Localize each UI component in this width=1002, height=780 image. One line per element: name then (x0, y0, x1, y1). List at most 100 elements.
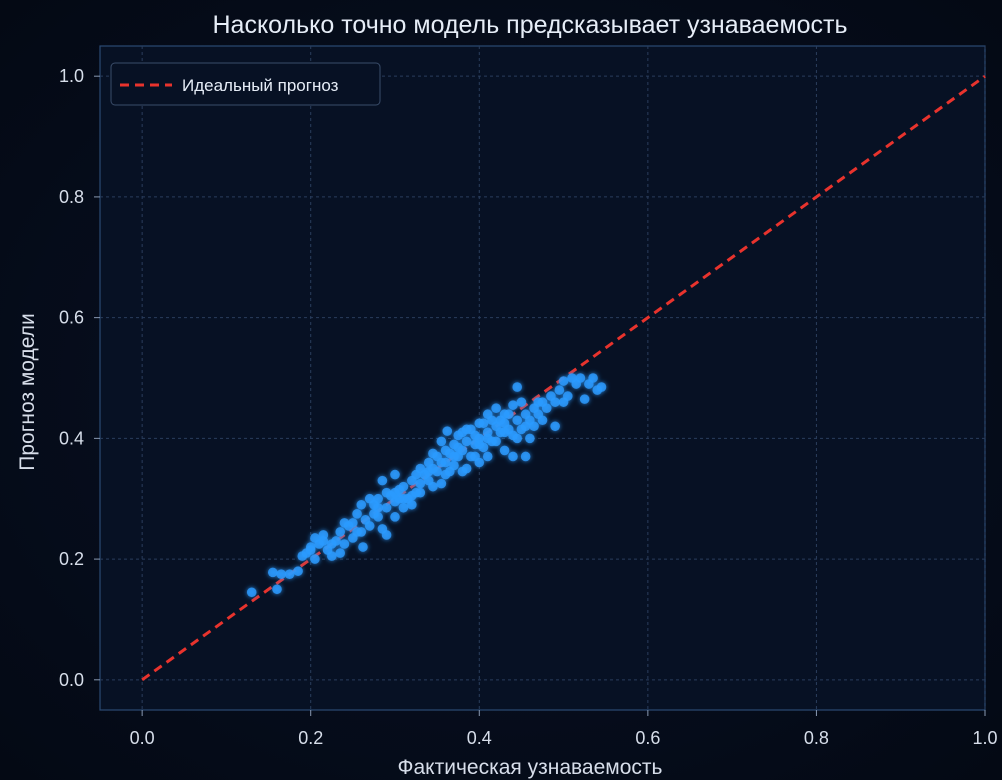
y-tick-label: 1.0 (59, 66, 84, 86)
scatter-point (512, 433, 523, 444)
x-axis-label: Фактическая узнаваемость (398, 756, 663, 779)
scatter-point (596, 382, 607, 392)
scatter-point (558, 376, 569, 386)
scatter-point (461, 463, 472, 474)
x-tick-label: 1.0 (972, 728, 997, 748)
scatter-point (398, 502, 409, 513)
scatter-point (470, 451, 480, 462)
scatter-point (499, 427, 510, 438)
grid (100, 46, 986, 710)
scatter-point (474, 439, 485, 450)
scatter-point (525, 433, 535, 444)
scatter-point (377, 475, 388, 486)
x-tick-label: 0.0 (130, 728, 155, 748)
scatter-point (381, 502, 392, 513)
scatter-point (356, 527, 367, 537)
y-tick-label: 0.4 (59, 428, 84, 448)
scatter-point (284, 569, 295, 579)
scatter-point (444, 466, 455, 477)
scatter-point (453, 442, 464, 453)
scatter-point (508, 451, 518, 462)
scatter-point (246, 587, 257, 598)
scatter-point (352, 509, 362, 519)
scatter-point (339, 518, 350, 528)
scatter-point (482, 433, 493, 444)
y-tick-label: 0.0 (59, 670, 84, 690)
scatter-point (436, 457, 447, 468)
scatter-point (272, 584, 282, 595)
scatter-point (390, 512, 400, 522)
y-tick-label: 0.6 (59, 308, 84, 328)
scatter-point (436, 478, 447, 489)
legend-label: Идеальный прогноз (182, 76, 339, 95)
scatter-point (512, 382, 523, 392)
scatter-point (390, 487, 400, 498)
scatter-point (440, 445, 451, 456)
scatter-point (364, 521, 375, 531)
scatter-point (348, 518, 358, 528)
x-tick-label: 0.8 (804, 728, 829, 748)
scatter-point (499, 409, 510, 420)
scatter-point (326, 539, 337, 549)
scatter-point (436, 436, 447, 447)
scatter-point (554, 385, 565, 395)
y-axis-ticks: 0.0 0.2 0.4 0.6 0.8 1.0 (59, 66, 100, 690)
scatter-point (369, 499, 379, 510)
scatter-point (415, 478, 426, 489)
scatter-point (491, 403, 501, 413)
scatter-point (310, 554, 320, 564)
scatter-point (482, 451, 493, 462)
scatter-point (478, 418, 489, 429)
scatter-point (537, 397, 548, 407)
scatter-point (550, 421, 560, 432)
scatter-point (318, 536, 329, 546)
scatter-point (588, 373, 598, 383)
scatter-point (533, 409, 544, 420)
scatter-point (520, 421, 531, 432)
y-axis-label: Прогноз модели (16, 313, 39, 471)
scatter-point (381, 487, 392, 498)
scatter-point (491, 421, 501, 432)
x-tick-label: 0.6 (635, 728, 660, 748)
scatter-point (512, 415, 523, 426)
scatter-point (407, 490, 417, 501)
scatter-point (470, 430, 480, 441)
scatter-point (335, 548, 346, 558)
x-axis-ticks: 0.0 0.2 0.4 0.6 0.8 1.0 (130, 710, 998, 748)
scatter-points (246, 373, 607, 598)
scatter-point (499, 445, 510, 456)
x-tick-label: 0.2 (298, 728, 323, 748)
chart-title: Насколько точно модель предсказывает узн… (212, 11, 847, 39)
y-tick-label: 0.8 (59, 187, 84, 207)
x-tick-label: 0.4 (467, 728, 492, 748)
scatter-point (407, 499, 417, 510)
scatter-point (449, 451, 459, 462)
scatter-point (293, 566, 303, 576)
y-tick-label: 0.2 (59, 549, 84, 569)
scatter-point (508, 400, 518, 410)
scatter-point (358, 542, 368, 552)
legend-box (110, 62, 381, 106)
scatter-point (381, 530, 392, 540)
scatter-point (520, 451, 531, 462)
scatter-point (305, 542, 316, 552)
scatter-point (390, 469, 400, 480)
scatter-point (373, 512, 383, 522)
legend: Идеальный прогноз (110, 62, 381, 106)
plot-area (99, 45, 986, 711)
scatter-point (558, 397, 569, 407)
scatter-point (579, 394, 590, 404)
scatter-point (415, 487, 426, 498)
scatter-point (398, 481, 409, 492)
scatter-point (428, 448, 438, 459)
scatter-point (356, 499, 367, 510)
scatter-point (276, 569, 287, 579)
scatter-point (461, 436, 472, 447)
scatter-point (529, 421, 539, 432)
scatter-point (335, 527, 346, 537)
scatter-point (442, 426, 453, 436)
scatter-point (516, 397, 527, 407)
scatter-point (423, 466, 434, 477)
scatter-point (267, 567, 278, 578)
